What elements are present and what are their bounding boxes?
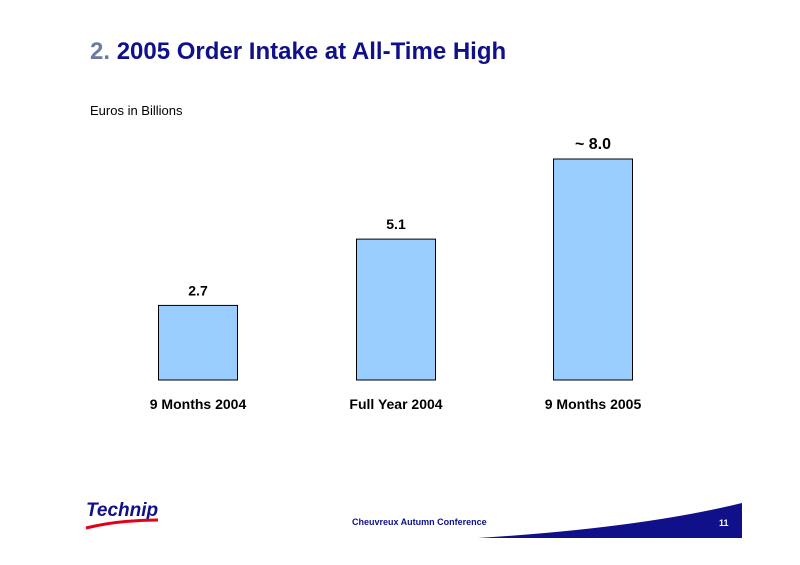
conference-label: Cheuvreux Autumn Conference bbox=[352, 517, 487, 527]
slide-title: 2. 2005 Order Intake at All-Time High bbox=[90, 38, 506, 66]
data-label-1: 2.7 bbox=[188, 282, 208, 298]
data-label-2: 5.1 bbox=[386, 216, 406, 232]
bar-2 bbox=[356, 238, 436, 381]
title-number: 2. bbox=[90, 38, 111, 65]
data-label-3: ~ 8.0 bbox=[575, 136, 611, 153]
title-text: 2005 Order Intake at All-Time High bbox=[116, 38, 507, 65]
technip-logo: Technip bbox=[85, 500, 158, 530]
bar-3 bbox=[553, 158, 633, 381]
unit-label: Euros in Billions bbox=[90, 103, 183, 118]
svg-text:Technip: Technip bbox=[86, 500, 158, 521]
category-label-1: 9 Months 2004 bbox=[150, 396, 247, 412]
page-number: 11 bbox=[719, 518, 729, 528]
category-label-2: Full Year 2004 bbox=[349, 396, 442, 412]
bar-1 bbox=[158, 304, 238, 381]
category-label-3: 9 Months 2005 bbox=[545, 396, 642, 412]
